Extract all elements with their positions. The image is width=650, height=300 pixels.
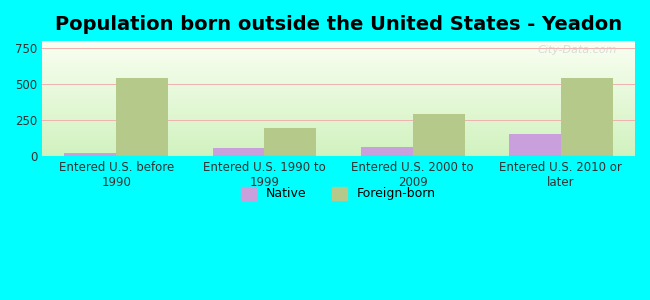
Bar [561, 78, 613, 156]
Title: Population born outside the United States - Yeadon: Population born outside the United State… [55, 15, 622, 34]
Bar [265, 128, 317, 156]
Bar [116, 78, 168, 156]
Bar [361, 147, 413, 156]
Legend: Native, Foreign-born: Native, Foreign-born [236, 182, 441, 206]
Bar [509, 134, 561, 156]
Bar [64, 154, 116, 156]
Text: City-Data.com: City-Data.com [538, 45, 618, 55]
Bar [413, 114, 465, 156]
Bar [213, 148, 265, 156]
